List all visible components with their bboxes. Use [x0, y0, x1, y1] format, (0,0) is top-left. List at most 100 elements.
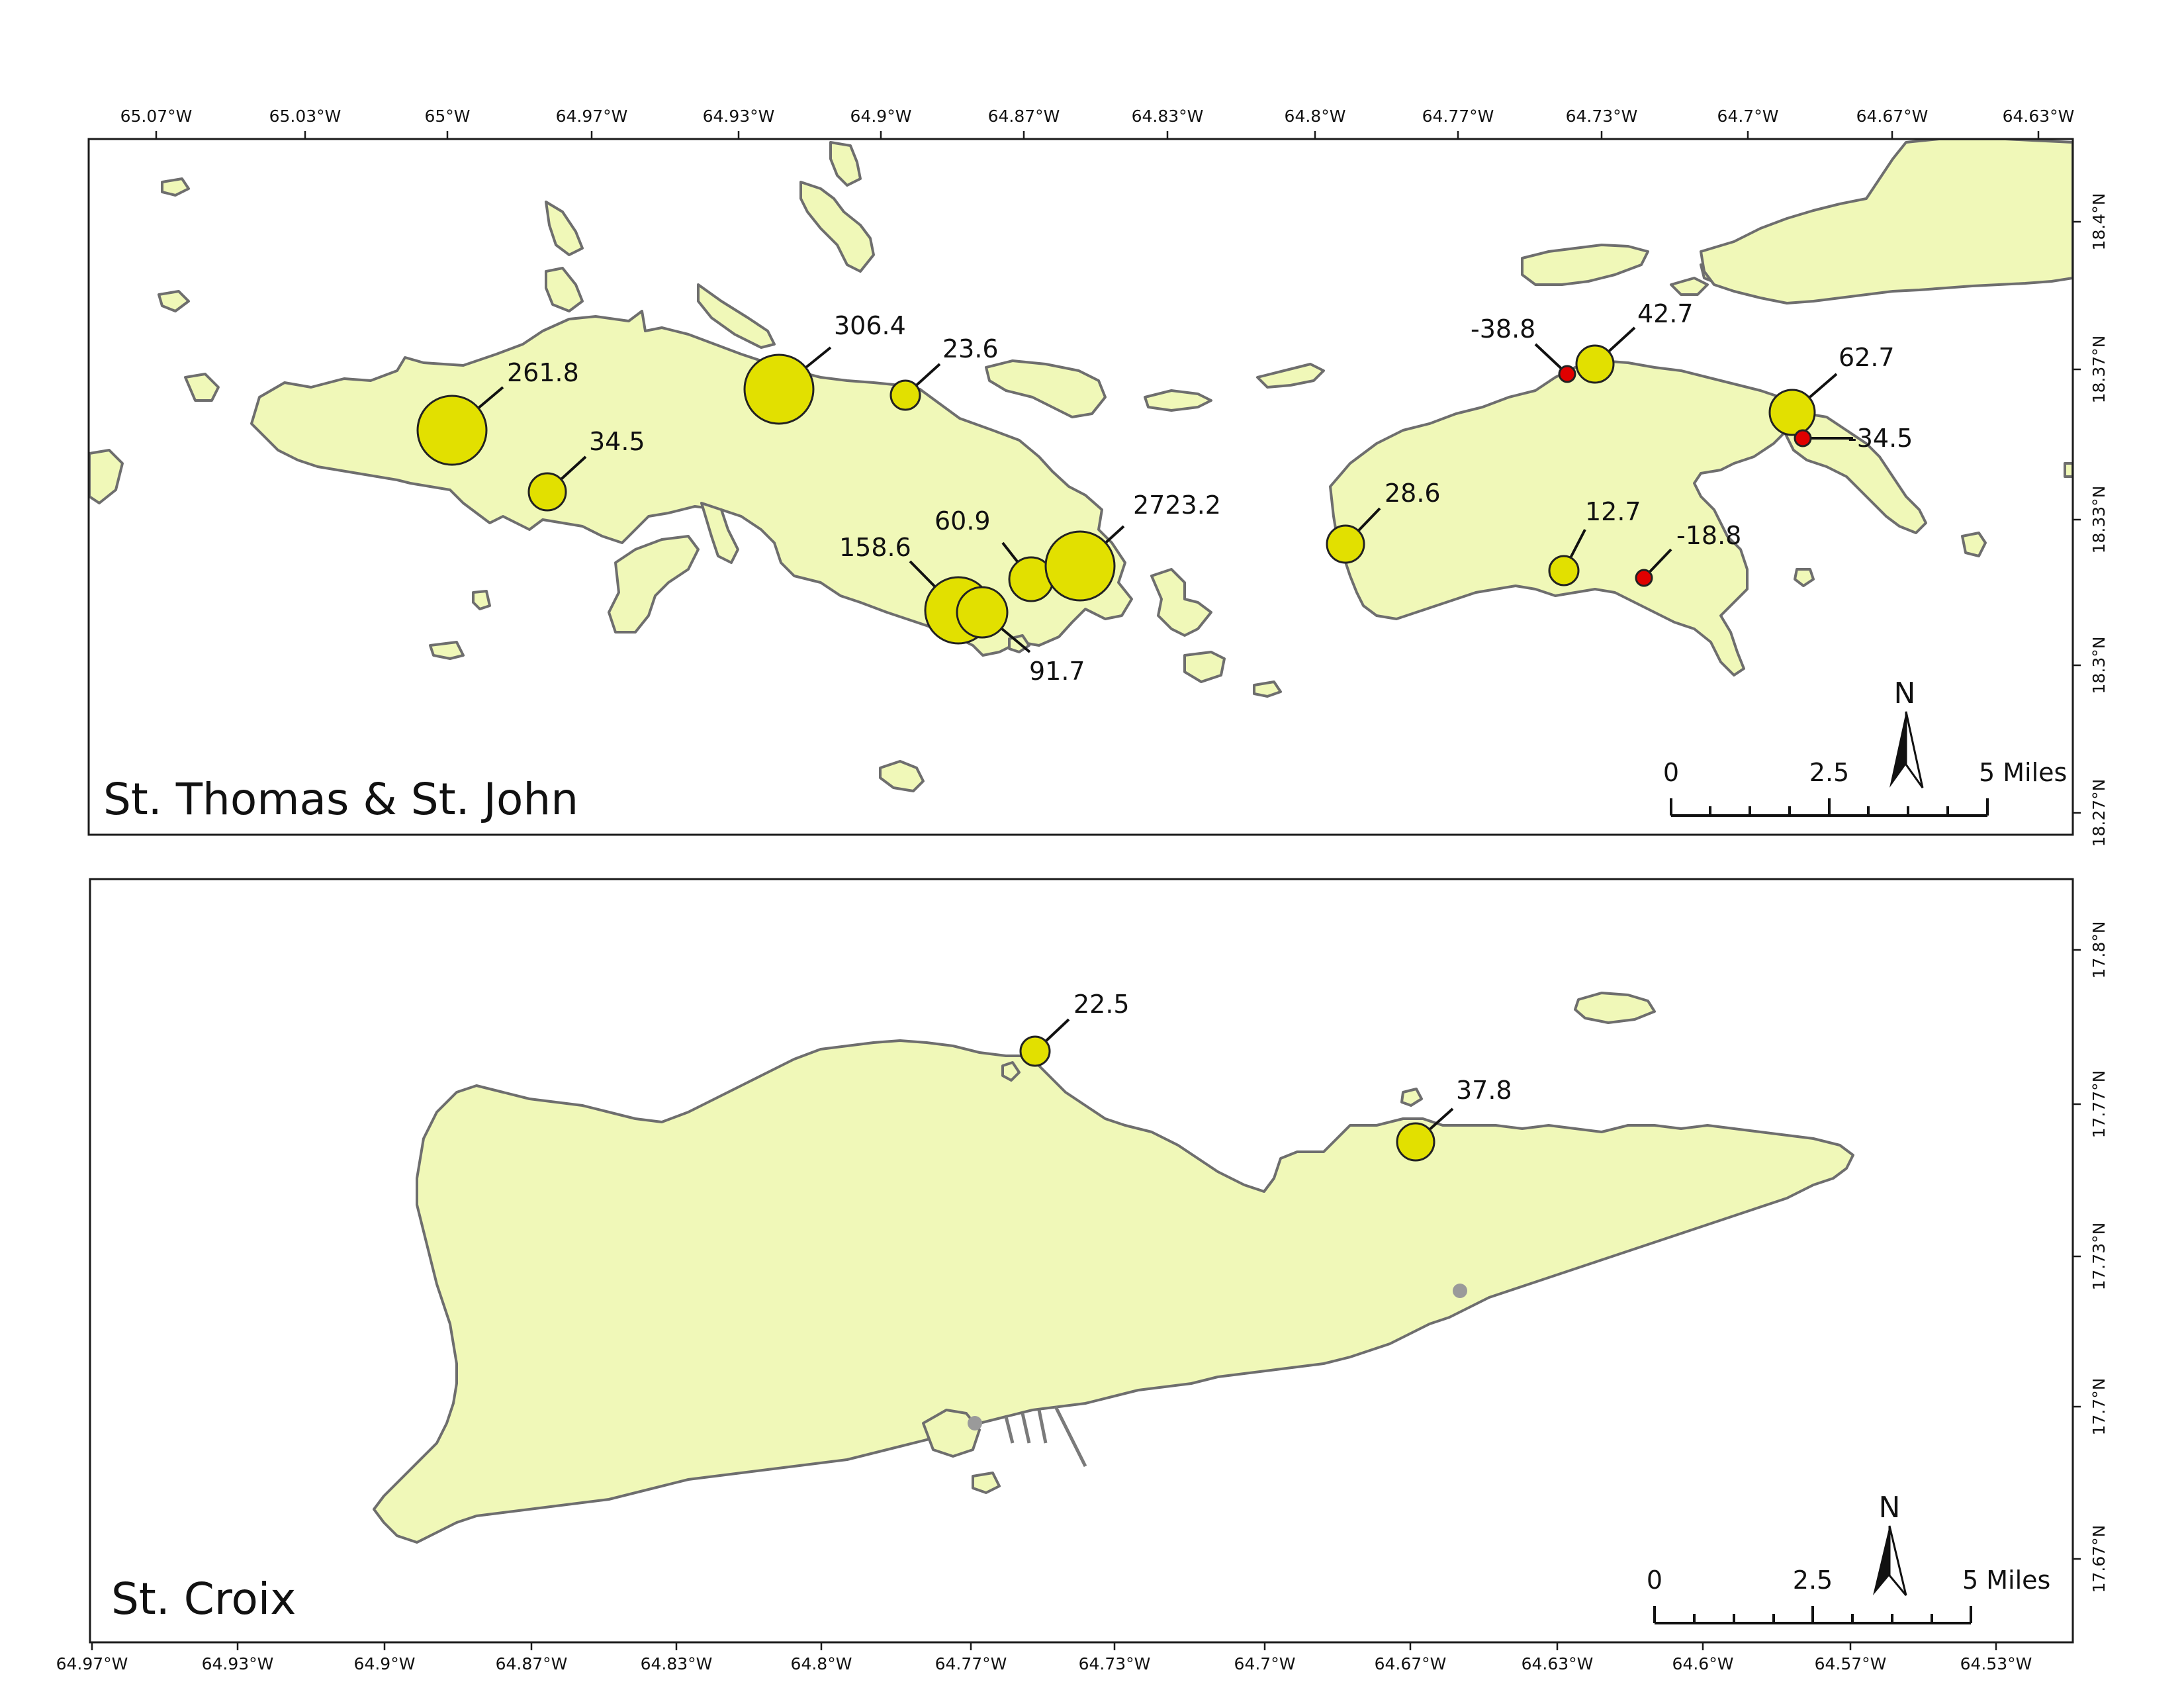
point-symbol	[889, 379, 921, 411]
lon-label: 64.63°W	[2003, 107, 2075, 126]
point-label: 12.7	[1585, 497, 1641, 526]
data-points-top: 261.8 34.5 306.4 23.6 158.6 60.9	[416, 299, 1913, 686]
island-water-island	[608, 535, 700, 633]
island-west-cay	[89, 449, 124, 504]
island-flanagan	[1961, 532, 1987, 557]
island-little-st-james	[1183, 651, 1226, 683]
lon-label: 64.97°W	[556, 107, 628, 126]
scale-bar-bottom: 0 2.5 5 Miles	[1647, 1566, 2050, 1624]
island-capella	[472, 590, 491, 610]
point-symbol	[527, 472, 567, 512]
lat-label: 17.73°N	[2089, 1223, 2109, 1291]
point-label: 91.7	[1029, 657, 1085, 686]
panel-title: St. Croix	[111, 1573, 296, 1624]
scale-label: 0	[1663, 758, 1679, 787]
point-symbol-negative	[1635, 569, 1653, 587]
island-north-cay	[161, 177, 190, 197]
map-frame-bottom	[89, 878, 2074, 1644]
island-thatch-spit	[697, 283, 776, 349]
point-label: 62.7	[1839, 343, 1895, 372]
point-symbol	[416, 395, 488, 466]
lat-labels-bottom: 17.8°N 17.77°N 17.73°N 17.7°N 17.67°N	[2089, 921, 2109, 1593]
lon-label: 64.77°W	[1422, 107, 1494, 126]
point-symbol	[1044, 530, 1116, 602]
lat-label: 18.27°N	[2089, 779, 2109, 847]
land-layer-top	[89, 139, 2073, 792]
point-label: -18.8	[1676, 521, 1741, 550]
point-symbol	[1396, 1122, 1435, 1162]
lon-ticks-bottom	[91, 1642, 1997, 1650]
lon-label: 64.73°W	[1566, 107, 1638, 126]
lon-label: 64.9°W	[850, 107, 912, 126]
point-label: 37.8	[1456, 1076, 1512, 1105]
lon-labels-bottom: 64.97°W 64.93°W 64.9°W 64.87°W 64.83°W 6…	[56, 1654, 2032, 1673]
point-symbol	[1768, 389, 1816, 436]
point-symbol	[1326, 524, 1365, 564]
island-savana	[184, 373, 220, 402]
island-buck-island	[1574, 992, 1656, 1024]
island-inner-brass	[545, 201, 584, 256]
island-small-nw	[158, 290, 190, 312]
lat-label: 18.37°N	[2089, 336, 2109, 404]
lon-label: 64.87°W	[988, 107, 1060, 126]
point-symbol	[1575, 344, 1615, 384]
lon-label: 64.7°W	[1717, 107, 1779, 126]
point-symbol	[956, 586, 1009, 639]
scale-label: 5 Miles	[1962, 1566, 2050, 1595]
map-frame-top	[87, 138, 2074, 836]
island-st-croix	[373, 1039, 1854, 1544]
point-label: -34.5	[1848, 424, 1913, 453]
island-hassel	[700, 502, 739, 564]
point-symbol	[743, 353, 815, 425]
lon-label: 64.63°W	[1522, 1654, 1594, 1673]
scale-label: 5 Miles	[1979, 758, 2067, 787]
lat-label: 18.33°N	[2089, 486, 2109, 554]
lat-label: 17.7°N	[2089, 1378, 2109, 1436]
island-thatch-cay	[985, 359, 1107, 418]
lon-label: 64.97°W	[56, 1654, 128, 1673]
lon-label: 64.67°W	[1375, 1654, 1447, 1673]
island-congo	[1256, 363, 1325, 389]
island-st-john-east	[1779, 412, 1927, 534]
lon-label: 64.83°W	[641, 1654, 713, 1673]
island-tortola	[1700, 139, 2073, 305]
panel-st-thomas-st-john: 65.07°W 65.03°W 65°W 64.97°W 64.93°W 64.…	[87, 107, 2109, 847]
point-label: 158.6	[839, 533, 911, 562]
lat-label: 17.8°N	[2089, 921, 2109, 979]
lon-label: 64.8°W	[791, 1654, 852, 1673]
island-great-st-james	[1150, 568, 1212, 637]
lon-label: 64.8°W	[1285, 107, 1346, 126]
lat-ticks-top	[2073, 220, 2081, 814]
island-south-peninsula	[922, 1409, 981, 1458]
point-label: 22.5	[1073, 990, 1130, 1019]
land-layer-bottom	[373, 992, 1854, 1544]
point-label: 28.6	[1385, 479, 1441, 508]
scale-label: 2.5	[1793, 1566, 1833, 1595]
lon-label: 64.87°W	[496, 1654, 568, 1673]
point-label: 306.4	[834, 311, 906, 340]
lon-label: 64.93°W	[202, 1654, 274, 1673]
island-protestant-cay	[1001, 1061, 1021, 1082]
lat-label: 18.3°N	[2089, 637, 2109, 694]
panel-title: St. Thomas & St. John	[103, 774, 578, 825]
point-symbol	[1548, 555, 1580, 586]
island-hans-lollik	[799, 181, 875, 273]
lon-label: 64.83°W	[1132, 107, 1204, 126]
island-ram-head-cay	[1794, 568, 1815, 587]
scale-label: 0	[1647, 1566, 1662, 1595]
point-label: 34.5	[589, 427, 645, 456]
north-arrow-icon: N	[1873, 1491, 1907, 1596]
point-symbol	[1019, 1035, 1051, 1067]
scale-bar-top: 0 2.5 5 Miles	[1663, 758, 2067, 817]
lon-label: 65.03°W	[269, 107, 341, 126]
lat-label: 18.4°N	[2089, 193, 2109, 251]
lon-label: 65°W	[424, 107, 470, 126]
lon-ticks-top	[155, 131, 2040, 139]
point-label: 60.9	[934, 506, 991, 536]
point-symbol-negative	[1794, 429, 1812, 447]
island-sandy-cay	[1670, 277, 1709, 296]
north-arrow-icon: N	[1889, 677, 1924, 788]
other-point	[968, 1416, 982, 1430]
lon-label: 64.57°W	[1815, 1654, 1887, 1673]
